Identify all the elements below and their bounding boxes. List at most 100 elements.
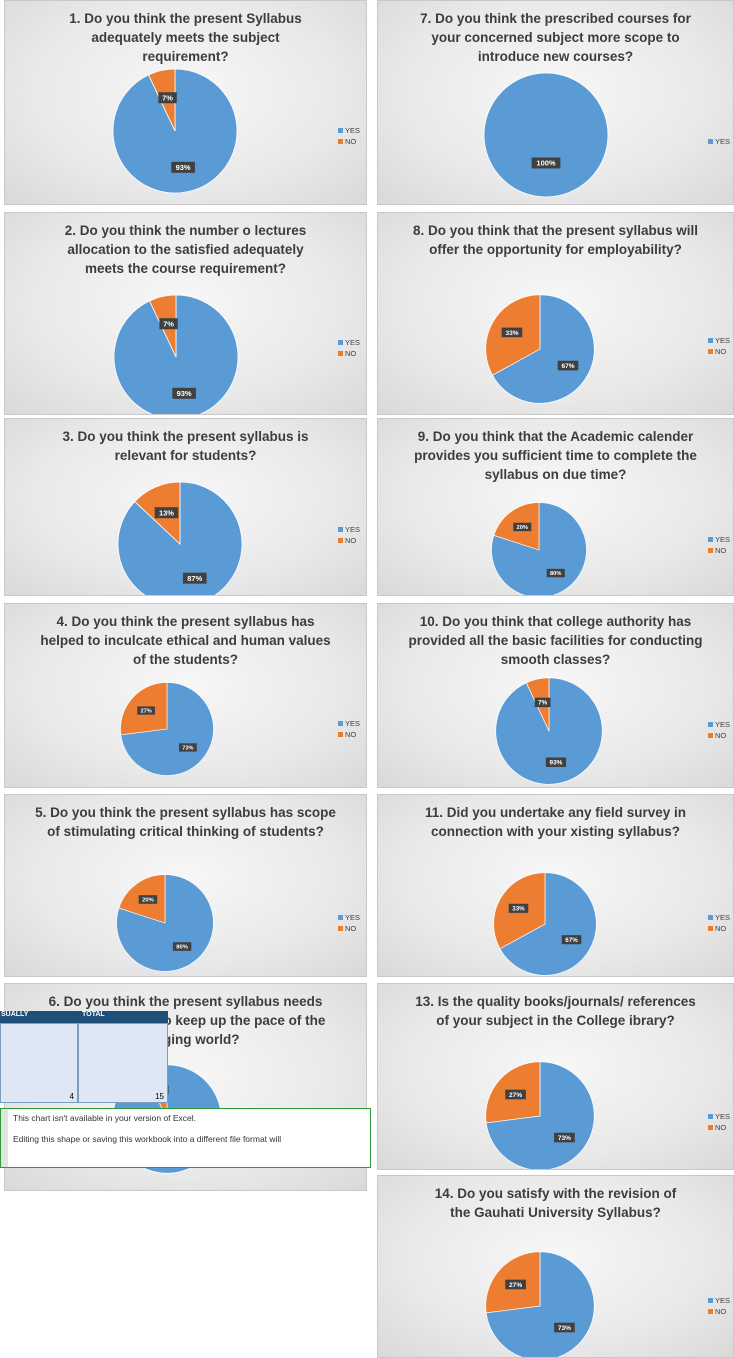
data-label-yes: 93%	[545, 757, 567, 767]
data-label-no: 13%	[154, 507, 179, 519]
cell-value: 4	[69, 1092, 74, 1101]
data-label-box	[505, 1089, 526, 1100]
chart-title: 13. Is the quality books/journals/ refer…	[415, 994, 696, 1028]
chart-panel-7: 7. Do you think the prescribed courses f…	[377, 0, 734, 205]
data-label-text: 87%	[187, 574, 202, 583]
data-label-text: 93%	[177, 389, 192, 398]
data-label-yes: 80%	[546, 568, 565, 578]
legend: YES NO	[338, 524, 360, 546]
data-label-text: 100%	[536, 159, 556, 168]
table-cell[interactable]: 4	[0, 1023, 78, 1103]
legend-no: NO	[715, 1307, 727, 1316]
legend-yes: YES	[715, 720, 731, 729]
data-label-no: 20%	[513, 522, 532, 532]
legend-yes: YES	[345, 338, 361, 347]
data-label-box	[554, 1322, 575, 1333]
legend-no: NO	[715, 1123, 727, 1132]
chart-title: 5. Do you think the present syllabus has…	[35, 805, 336, 839]
pie-chart: 67% 33%	[493, 872, 597, 976]
data-label-text: 13%	[159, 508, 174, 517]
table-cell[interactable]: 15	[78, 1023, 168, 1103]
data-label-text: 7%	[162, 93, 173, 102]
data-label-box	[137, 706, 155, 715]
pie-slice-yes	[483, 72, 609, 198]
legend-swatch-no	[708, 733, 713, 738]
data-label-box	[508, 903, 529, 913]
legend: YES	[708, 136, 730, 147]
legend-yes: YES	[715, 1112, 731, 1121]
chart-panel-10: 10. Do you think that college authority …	[377, 603, 734, 788]
legend: YES NO	[708, 1295, 730, 1317]
legend-swatch-no	[338, 732, 343, 737]
table-header-cell: SUALLY	[0, 1011, 78, 1023]
legend-no: NO	[345, 349, 357, 358]
legend-no: NO	[345, 924, 357, 933]
chart-panel-9: 9. Do you think that the Academic calend…	[377, 418, 734, 596]
data-label-text: 73%	[558, 1135, 571, 1142]
legend: YES NO	[708, 1111, 730, 1133]
data-label-box	[546, 568, 565, 578]
data-label-no: 7%	[534, 697, 551, 708]
data-label-box	[534, 697, 551, 708]
pie-chart: 93% 7%	[113, 294, 239, 414]
chart-panel-3: 3. Do you think the present syllabus is …	[4, 418, 367, 596]
notice-bar	[1, 1109, 8, 1167]
data-label-text: 67%	[561, 363, 574, 370]
legend-no: NO	[345, 730, 357, 739]
pie-chart: 93% 7%	[495, 677, 603, 785]
legend: YES NO	[338, 718, 360, 740]
legend: YES NO	[338, 337, 360, 359]
data-label-box	[172, 942, 192, 951]
legend-swatch-no	[708, 1309, 713, 1314]
chart-title: 9. Do you think that the Academic calend…	[414, 429, 697, 482]
pie-chart: 93% 7%	[112, 68, 238, 194]
data-label-text: 20%	[517, 525, 528, 531]
legend: YES NO	[338, 125, 360, 147]
legend: YES NO	[708, 912, 730, 934]
data-label-no: 27%	[505, 1089, 526, 1100]
data-label-no: 27%	[505, 1279, 526, 1290]
data-label-box	[159, 318, 178, 330]
legend-swatch-no	[708, 349, 713, 354]
header-total: TOTAL	[82, 1011, 105, 1018]
chart-panel-5: 5. Do you think the present syllabus has…	[4, 794, 367, 977]
unsupported-chart-notice[interactable]: This chart isn't available in your versi…	[0, 1108, 371, 1168]
legend-yes: YES	[345, 913, 361, 922]
legend-swatch-yes	[338, 915, 343, 920]
data-label-text: 7%	[163, 319, 174, 328]
legend-no: NO	[715, 347, 727, 356]
chart-title: 3. Do you think the present syllabus is …	[62, 429, 309, 463]
data-label-box	[172, 387, 196, 399]
notice-line-1: This chart isn't available in your versi…	[13, 1113, 197, 1123]
legend-swatch-no	[708, 1125, 713, 1130]
legend-swatch-no	[708, 926, 713, 931]
legend-swatch-no	[338, 139, 343, 144]
data-label-text: 93%	[550, 760, 563, 767]
data-label-yes: 67%	[557, 360, 579, 371]
legend-yes: YES	[715, 913, 731, 922]
data-label-text: 27%	[140, 709, 151, 715]
pie-chart: 100%	[483, 72, 609, 198]
data-label-box	[545, 757, 567, 767]
pie-slice-yes	[491, 294, 595, 404]
data-label-yes: 100%	[531, 157, 561, 169]
legend: YES NO	[708, 719, 730, 741]
data-label-text: 33%	[512, 906, 525, 913]
legend-swatch-no	[338, 351, 343, 356]
legend-swatch-yes	[338, 340, 343, 345]
data-label-yes: 73%	[554, 1322, 575, 1333]
data-label-box	[158, 92, 177, 104]
chart-title: 14. Do you satisfy with the revision of …	[434, 1186, 677, 1220]
data-label-box	[182, 572, 207, 584]
legend-swatch-yes	[708, 139, 713, 144]
data-label-text: 80%	[176, 945, 189, 951]
chart-title: 7. Do you think the prescribed courses f…	[420, 11, 691, 64]
data-label-text: 27%	[509, 1092, 522, 1099]
data-label-no: 7%	[159, 318, 178, 330]
data-label-box	[179, 743, 197, 752]
data-label-text: 80%	[550, 571, 561, 577]
data-label-box	[531, 157, 561, 169]
legend-swatch-yes	[708, 722, 713, 727]
legend-yes: YES	[345, 719, 361, 728]
data-label-box	[505, 1279, 526, 1290]
